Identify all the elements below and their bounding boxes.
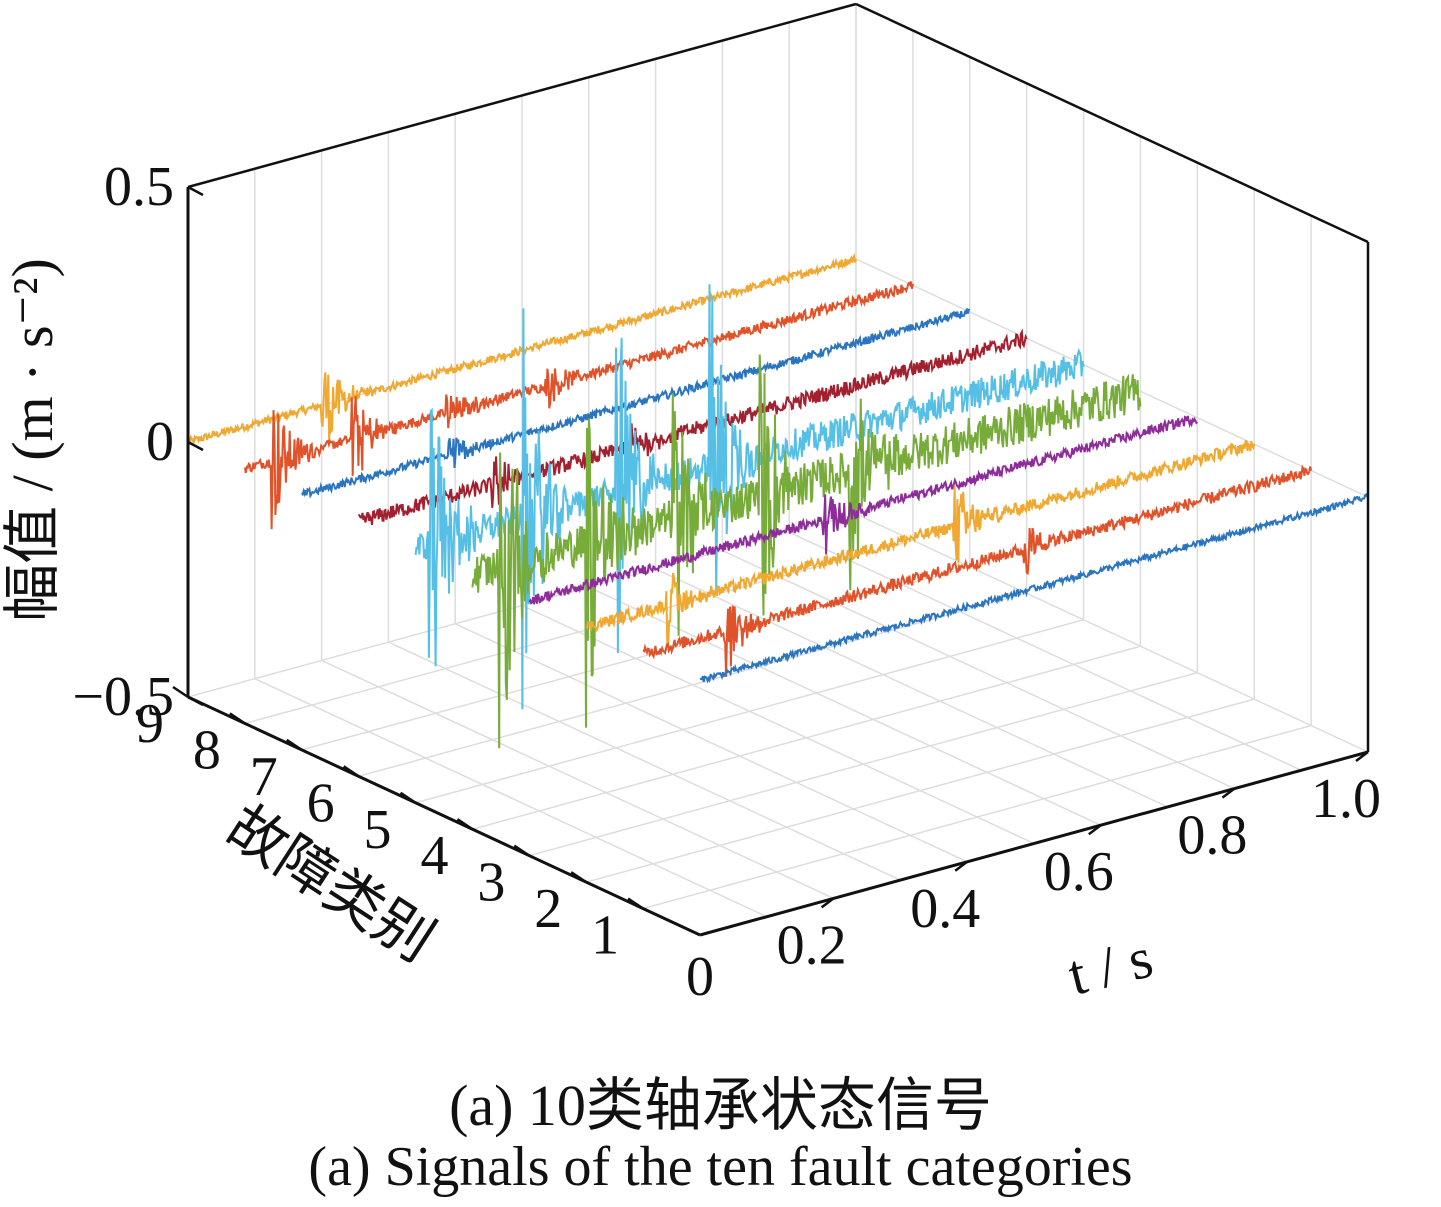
grid-line-floor-x	[321, 659, 834, 900]
caption-chinese: (a) 10类轴承状态信号	[449, 1073, 992, 1138]
grid-line-floor-y	[301, 566, 970, 751]
grid-line-floor-y	[586, 698, 1255, 883]
signal-series-3	[528, 415, 1198, 605]
signal-series-2	[585, 440, 1256, 646]
y-tick	[627, 897, 644, 910]
box-edge-top-back	[187, 2, 857, 189]
signal-series-7	[300, 308, 971, 499]
z-tick-label: −0.5	[72, 666, 174, 728]
grid-line-floor-x	[722, 549, 1235, 790]
x-axis-title: t / s	[1062, 924, 1159, 1007]
signal-series-4	[471, 354, 1142, 749]
signal-series-9	[187, 253, 857, 447]
x-axis-line	[699, 750, 1369, 937]
grid-line-floor-x	[388, 641, 901, 881]
grid-line-floor-x	[655, 568, 1168, 808]
grid-line-floor-x	[855, 513, 1369, 753]
z-tick-label: 0	[146, 411, 174, 473]
grid-line-floor-x	[588, 586, 1102, 826]
signal-series-5	[414, 284, 1085, 710]
grid-line-side-z	[855, 258, 1369, 498]
signal-layer	[187, 253, 1369, 749]
x-tick	[1355, 751, 1369, 762]
y-tick-label: 2	[534, 878, 562, 940]
x-tick-label: 0.2	[777, 914, 847, 976]
x-tick-label: 0.6	[1044, 841, 1114, 903]
y-tick	[342, 765, 360, 778]
y-tick	[570, 871, 587, 884]
grid-line-floor-y	[415, 619, 1084, 804]
y-axis-line	[187, 695, 701, 937]
signal-series-1	[642, 464, 1313, 678]
grid-line-floor-y	[472, 645, 1141, 830]
axis-layer	[172, 2, 1370, 937]
grid-line-floor-y	[642, 724, 1312, 910]
x-tick	[820, 897, 835, 909]
x-tick-label: 1.0	[1311, 768, 1381, 830]
z-tick-label: 0.5	[104, 156, 174, 218]
grid-line-floor-x	[521, 604, 1035, 845]
box-edge-top-right	[855, 2, 1369, 244]
x-tick	[954, 860, 968, 872]
y-tick	[399, 791, 417, 804]
x-tick	[1221, 787, 1236, 799]
x-tick-label: 0.8	[1177, 805, 1247, 867]
grid-line-floor-y	[358, 592, 1027, 778]
y-tick	[172, 685, 189, 699]
grid-line-floor-y	[244, 539, 914, 725]
x-tick	[1088, 824, 1102, 836]
signal-series-8	[243, 281, 914, 530]
y-tick-label: 7	[250, 746, 278, 808]
z-axis-title: 幅值 / (m · s⁻²)	[0, 258, 65, 622]
y-tick-label: 6	[307, 772, 335, 834]
grid-line-floor-x	[788, 531, 1302, 771]
grid-line-floor-y	[529, 671, 1198, 857]
y-tick-label: 4	[420, 825, 448, 887]
signal-series-6	[357, 328, 1028, 526]
x-tick-label: 0.4	[910, 878, 980, 940]
signal-series-0	[699, 493, 1369, 684]
y-tick-label: 5	[364, 799, 392, 861]
z-tick	[187, 440, 204, 452]
caption-english: (a) Signals of the ten fault categories	[308, 1136, 1133, 1198]
z-tick	[187, 185, 204, 197]
grid-line-floor-x	[254, 678, 768, 918]
y-tick-label: 1	[591, 905, 619, 967]
grid-line-floor-x	[454, 623, 968, 863]
y-tick	[229, 712, 246, 725]
origin-tick-label: 0	[686, 946, 714, 1008]
y-tick	[456, 818, 474, 831]
y-tick	[513, 844, 531, 857]
y-tick-label: 3	[477, 852, 505, 914]
y-tick	[286, 738, 303, 751]
y-tick-label: 9	[136, 693, 164, 755]
y-tick-label: 8	[193, 719, 221, 781]
z-tick	[187, 695, 204, 707]
